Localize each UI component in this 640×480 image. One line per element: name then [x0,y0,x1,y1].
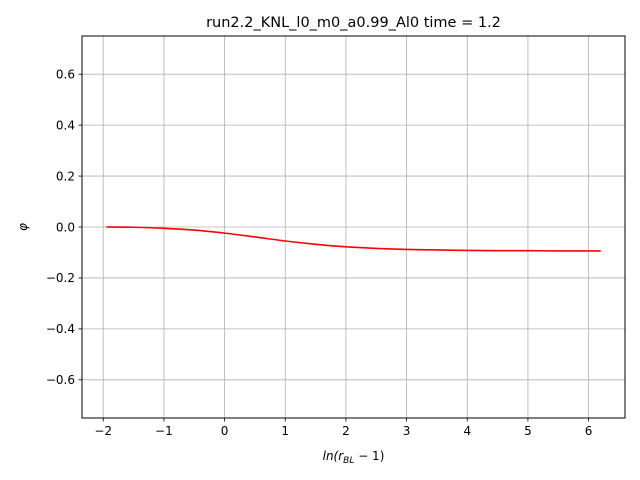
y-tick-label: −0.6 [46,373,75,387]
x-axis-label-subscript: BL [343,456,354,466]
x-tick-label: −1 [155,424,173,438]
x-tick-label: −2 [94,424,112,438]
grid-lines [82,36,625,418]
x-tick-label: 4 [463,424,471,438]
y-axis-label: φ [16,223,30,231]
x-tick-label: 6 [585,424,593,438]
x-tick-label: 5 [524,424,532,438]
series-line [106,226,601,252]
x-axis-label: ln(rBL − 1) [323,449,385,466]
x-axis-label-main: ln(r [323,449,345,463]
y-tick-label: 0.0 [56,220,75,234]
x-tick-label: 0 [221,424,229,438]
y-tick-label: −0.4 [46,322,75,336]
x-tick-label: 3 [403,424,411,438]
series-layer [106,226,601,252]
y-tick-label: 0.2 [56,169,75,183]
y-tick-label: 0.4 [56,118,75,132]
y-tick-label: −0.2 [46,271,75,285]
y-tick-label: 0.6 [56,68,75,82]
x-axis-label-tail: − 1) [354,449,384,463]
x-tick-label: 1 [281,424,289,438]
chart-title: run2.2_KNL_l0_m0_a0.99_Al0 time = 1.2 [206,15,501,31]
x-tick-label: 2 [342,424,350,438]
y-axis-ticks: −0.6 −0.4 −0.2 0.0 0.2 0.4 0.6 [46,68,82,387]
x-axis-ticks: −2 −1 0 1 2 3 4 5 6 [94,418,592,438]
